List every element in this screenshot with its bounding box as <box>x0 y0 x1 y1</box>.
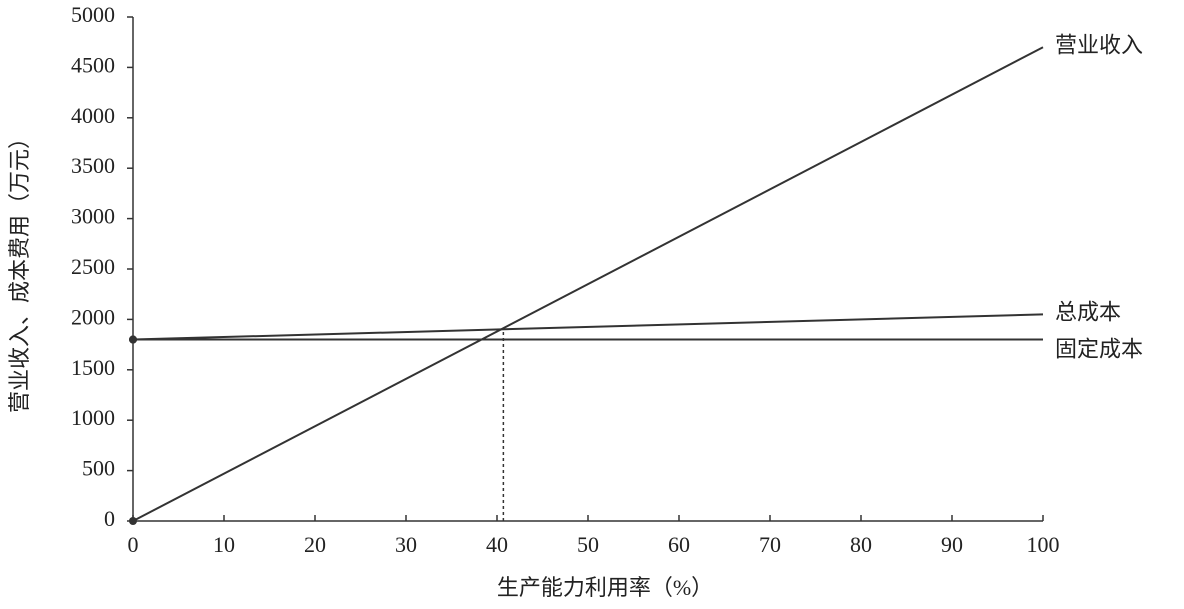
y-axis-title: 营业收入、成本费用（万元） <box>7 127 32 413</box>
y-tick-label: 500 <box>82 456 115 481</box>
series-label: 总成本 <box>1055 299 1121 324</box>
x-tick-label: 90 <box>941 532 963 557</box>
x-tick-label: 20 <box>304 532 326 557</box>
series-line <box>132 46 1044 522</box>
x-tick-label: 40 <box>486 532 508 557</box>
y-tick-label: 4500 <box>71 52 115 77</box>
x-tick-label: 0 <box>128 532 139 557</box>
y-tick-label: 1000 <box>71 405 115 430</box>
y-tick-label: 3500 <box>71 153 115 178</box>
start-point <box>129 335 137 344</box>
x-tick-label: 50 <box>577 532 599 557</box>
x-tick-label: 80 <box>850 532 872 557</box>
x-tick-label: 60 <box>668 532 690 557</box>
x-axis-title: 生产能力利用率（%） <box>497 575 713 600</box>
y-tick-label: 1500 <box>71 355 115 380</box>
series-label: 固定成本 <box>1055 337 1143 362</box>
series-label: 营业收入 <box>1055 32 1143 57</box>
x-tick-label: 70 <box>759 532 781 557</box>
x-tick-label: 30 <box>395 532 417 557</box>
y-tick-label: 2000 <box>71 304 115 329</box>
y-tick-label: 4000 <box>71 103 115 128</box>
x-tick-label: 100 <box>1027 532 1060 557</box>
y-tick-label: 0 <box>104 506 115 531</box>
start-point <box>129 517 137 525</box>
series-line <box>132 313 1044 341</box>
y-tick-label: 3000 <box>71 204 115 229</box>
y-tick-label: 2500 <box>71 254 115 279</box>
y-tick-label: 5000 <box>71 2 115 27</box>
x-tick-label: 10 <box>213 532 235 557</box>
